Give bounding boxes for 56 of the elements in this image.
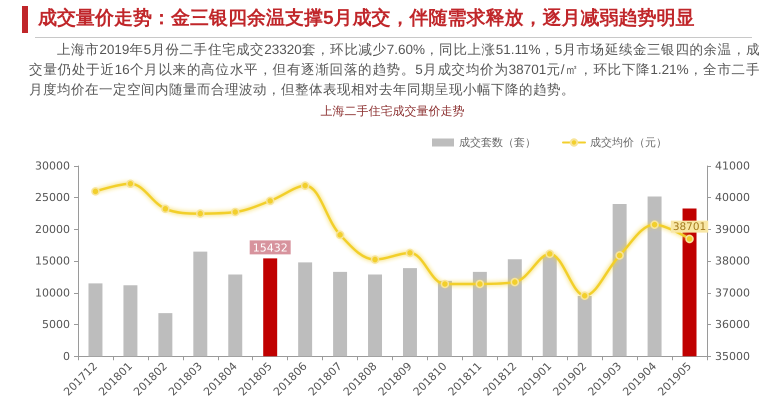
y-tick-label: 30000 [35, 160, 70, 172]
bar [88, 283, 102, 356]
text: 上海二手住宅成交量价走势 [320, 103, 466, 120]
bar [648, 196, 662, 356]
point [650, 220, 659, 229]
point [91, 187, 100, 196]
data-label: 15432 [252, 241, 288, 254]
y2-tick-label: 41000 [715, 160, 750, 172]
point [370, 255, 380, 264]
point [266, 196, 274, 206]
bar [402, 268, 417, 356]
legend-label: 成交套数（套） [459, 136, 536, 149]
point [685, 234, 694, 244]
chart-subtitle: 上海市2019年5月份二手住宅成交23320套，环比减少7.60%，同比上涨51.11%，5月市场延续金三银四的余温，成交量仍处于近16个月以来的高位水平，但有逐渐回落的趋势。5月成交均价为38701元/㎡，环比下降1.21%，全市二手月度均价在一定空间内随量而合理波动，但整体表现相对去年同期呈现小幅下降的趋势。 [29, 41, 760, 99]
y-tick-label: 15000 [35, 254, 70, 268]
point [161, 204, 170, 214]
legend-label: 成交均价（元） [590, 136, 667, 149]
bar [158, 313, 172, 356]
bar [508, 259, 522, 356]
point [546, 250, 554, 258]
bar [228, 274, 242, 356]
point [615, 251, 624, 260]
chart-title: 成交量价走势：金三银四余温支撑5月成交，伴随需求释放，逐月减弱趋势明显 [38, 6, 695, 31]
point [126, 180, 135, 188]
y2-tick-label: 39000 [715, 222, 750, 236]
point [510, 278, 520, 286]
point [336, 230, 344, 240]
point [440, 280, 450, 288]
point [476, 280, 484, 288]
y-tick-label: 0 [63, 350, 70, 363]
bar [193, 252, 208, 356]
bar [368, 274, 382, 356]
y2-tick-label: 37000 [715, 286, 750, 300]
point [231, 208, 240, 216]
point [406, 248, 414, 258]
bar [263, 258, 278, 356]
data-label: 38701 [672, 221, 706, 234]
y-tick-label: 5000 [42, 318, 70, 332]
y2-tick-label: 40000 [715, 191, 750, 204]
y2-tick-label: 35000 [715, 350, 750, 363]
bar [333, 272, 348, 356]
bar [298, 262, 312, 356]
bar [542, 256, 557, 356]
bar [472, 272, 487, 356]
bar [123, 285, 138, 356]
bar [612, 204, 627, 356]
y-tick-label: 10000 [35, 286, 70, 300]
y2-tick-label: 36000 [715, 318, 750, 332]
point [196, 209, 205, 218]
point [300, 181, 310, 190]
y-tick-label: 25000 [35, 191, 70, 204]
y2-tick-label: 38000 [715, 254, 750, 268]
y-tick-label: 20000 [35, 222, 70, 236]
bar [438, 280, 452, 356]
bar [578, 296, 592, 356]
point [580, 291, 589, 300]
